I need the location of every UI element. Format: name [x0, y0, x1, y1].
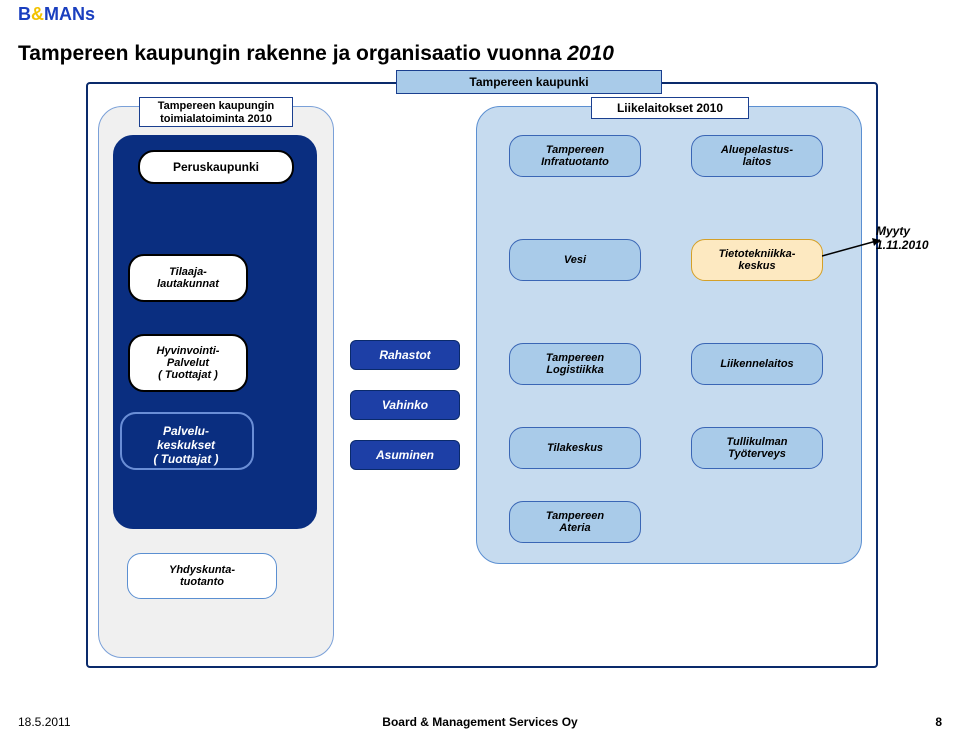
tulli-l2: Työterveys: [727, 448, 788, 460]
tilakeskus-label: Tilakeskus: [547, 442, 603, 454]
group-header: Tampereen kaupunki: [396, 70, 662, 94]
logo-b: B: [18, 4, 31, 24]
tieto-l1: Tietotekniikka-: [719, 248, 796, 260]
tullikulman-box: Tullikulman Työterveys: [691, 427, 823, 469]
liikennelaitos-box: Liikennelaitos: [691, 343, 823, 385]
tulli-l1: Tullikulman: [727, 436, 788, 448]
org-frame: Tampereen kaupunki Tampereen kaupungin t…: [86, 82, 878, 668]
vahinko-box: Vahinko: [350, 390, 460, 420]
peruskaupunki-box: Peruskaupunki: [138, 150, 294, 184]
footer-page: 8: [935, 715, 942, 729]
ateria-l2: Ateria: [546, 522, 604, 534]
logistiikka-label: Tampereen Logistiikka: [546, 352, 604, 376]
hyvin-l1: Hyvinvointi-: [130, 345, 246, 357]
tietotekniikka-label: Tietotekniikka- keskus: [719, 248, 796, 272]
log-l2: Logistiikka: [546, 364, 604, 376]
yhdyskunta-label: Yhdyskunta- tuotanto: [169, 564, 235, 588]
tilaaja-label: Tilaaja- lautakunnat: [130, 266, 246, 290]
infra-l2: Infratuotanto: [541, 156, 609, 168]
liikennelaitos-label: Liikennelaitos: [720, 358, 793, 370]
yhdyskunta-box: Yhdyskunta- tuotanto: [127, 553, 277, 599]
alue-l2: laitos: [721, 156, 793, 168]
tullikulman-label: Tullikulman Työterveys: [727, 436, 788, 460]
palvelu-outline: [120, 412, 254, 470]
page: B&MANs Tampereen kaupungin rakenne ja or…: [0, 0, 960, 737]
hyvin-l3: ( Tuottajat ): [130, 369, 246, 381]
tilakeskus-box: Tilakeskus: [509, 427, 641, 469]
peruskaupunki-label: Peruskaupunki: [140, 160, 292, 174]
infra-l1: Tampereen: [541, 144, 609, 156]
tietotekniikka-box: Tietotekniikka- keskus: [691, 239, 823, 281]
dark-block: Peruskaupunki Tilaaja- lautakunnat Hyvin…: [113, 135, 317, 529]
tilaaja-l2: lautakunnat: [130, 278, 246, 290]
aluepelastus-label: Aluepelastus- laitos: [721, 144, 793, 168]
right-bubble-header: Liikelaitokset 2010: [591, 97, 749, 119]
ateria-label: Tampereen Ateria: [546, 510, 604, 534]
ateria-l1: Tampereen: [546, 510, 604, 522]
infratuotanto-box: Tampereen Infratuotanto: [509, 135, 641, 177]
left-header-line1: Tampereen kaupungin: [140, 100, 292, 113]
brand-logo: B&MANs: [18, 4, 95, 25]
asuminen-box: Asuminen: [350, 440, 460, 470]
title-year: 2010: [567, 42, 614, 65]
left-header-line2: toimialatoiminta 2010: [140, 113, 292, 126]
page-title: Tampereen kaupungin rakenne ja organisaa…: [18, 42, 614, 66]
alue-l1: Aluepelastus-: [721, 144, 793, 156]
logistiikka-box: Tampereen Logistiikka: [509, 343, 641, 385]
rahastot-box: Rahastot: [350, 340, 460, 370]
tieto-l2: keskus: [719, 260, 796, 272]
hyvinvointi-box: Hyvinvointi- Palvelut ( Tuottajat ): [128, 334, 248, 392]
logo-amp: &: [31, 4, 44, 24]
hyvinvointi-label: Hyvinvointi- Palvelut ( Tuottajat ): [130, 345, 246, 381]
title-main: Tampereen kaupungin rakenne ja organisaa…: [18, 42, 567, 65]
tilaaja-box: Tilaaja- lautakunnat: [128, 254, 248, 302]
ateria-box: Tampereen Ateria: [509, 501, 641, 543]
infratuotanto-label: Tampereen Infratuotanto: [541, 144, 609, 168]
sold-note: Myyty 1.11.2010: [876, 224, 960, 252]
right-bubble: Liikelaitokset 2010 Tampereen Infratuota…: [476, 106, 862, 564]
tilaaja-l1: Tilaaja-: [130, 266, 246, 278]
logo-mans: MANs: [44, 4, 95, 24]
hyvin-l2: Palvelut: [130, 357, 246, 369]
yhd-l1: Yhdyskunta-: [169, 564, 235, 576]
left-column-header: Tampereen kaupungin toimialatoiminta 201…: [139, 97, 293, 127]
vesi-box: Vesi: [509, 239, 641, 281]
vesi-label: Vesi: [564, 254, 586, 266]
left-column: Tampereen kaupungin toimialatoiminta 201…: [98, 106, 334, 658]
aluepelastus-box: Aluepelastus- laitos: [691, 135, 823, 177]
yhd-l2: tuotanto: [169, 576, 235, 588]
footer-org: Board & Management Services Oy: [0, 715, 960, 729]
funds-column: Rahastot Vahinko Asuminen: [350, 340, 460, 490]
log-l1: Tampereen: [546, 352, 604, 364]
